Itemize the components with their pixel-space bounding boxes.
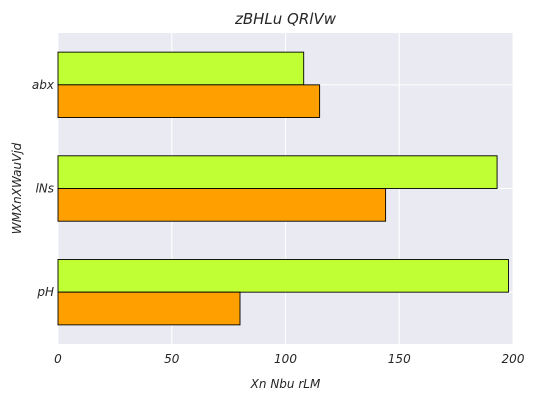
x-tick-labels: 0 50 100 150 200 (54, 352, 525, 366)
bar-abx-series-2 (57, 84, 321, 118)
y-tick-label: abx (32, 78, 55, 92)
x-tick-label: 200 (502, 352, 525, 366)
chart-title: zBHLu QRlVw (234, 10, 337, 28)
bar-lNs-series-1 (57, 155, 498, 189)
y-tick-label: pH (36, 285, 54, 299)
x-tick-label: 150 (388, 352, 411, 366)
y-tick-label: lNs (35, 182, 54, 196)
x-axis-label: Xn Nbu rLM (250, 377, 321, 391)
y-tick-labels: abx lNs pH (32, 78, 55, 299)
bars (57, 51, 509, 326)
x-tick-label: 0 (54, 352, 62, 366)
x-tick-label: 100 (274, 352, 297, 366)
bar-lNs-series-2 (57, 188, 387, 222)
bar-pH-series-1 (57, 259, 509, 293)
x-tick-label: 50 (164, 352, 180, 366)
y-axis-label: WMXnXWauVjd (10, 142, 24, 234)
bar-pH-series-2 (57, 291, 241, 326)
bar-abx-series-1 (57, 51, 305, 86)
